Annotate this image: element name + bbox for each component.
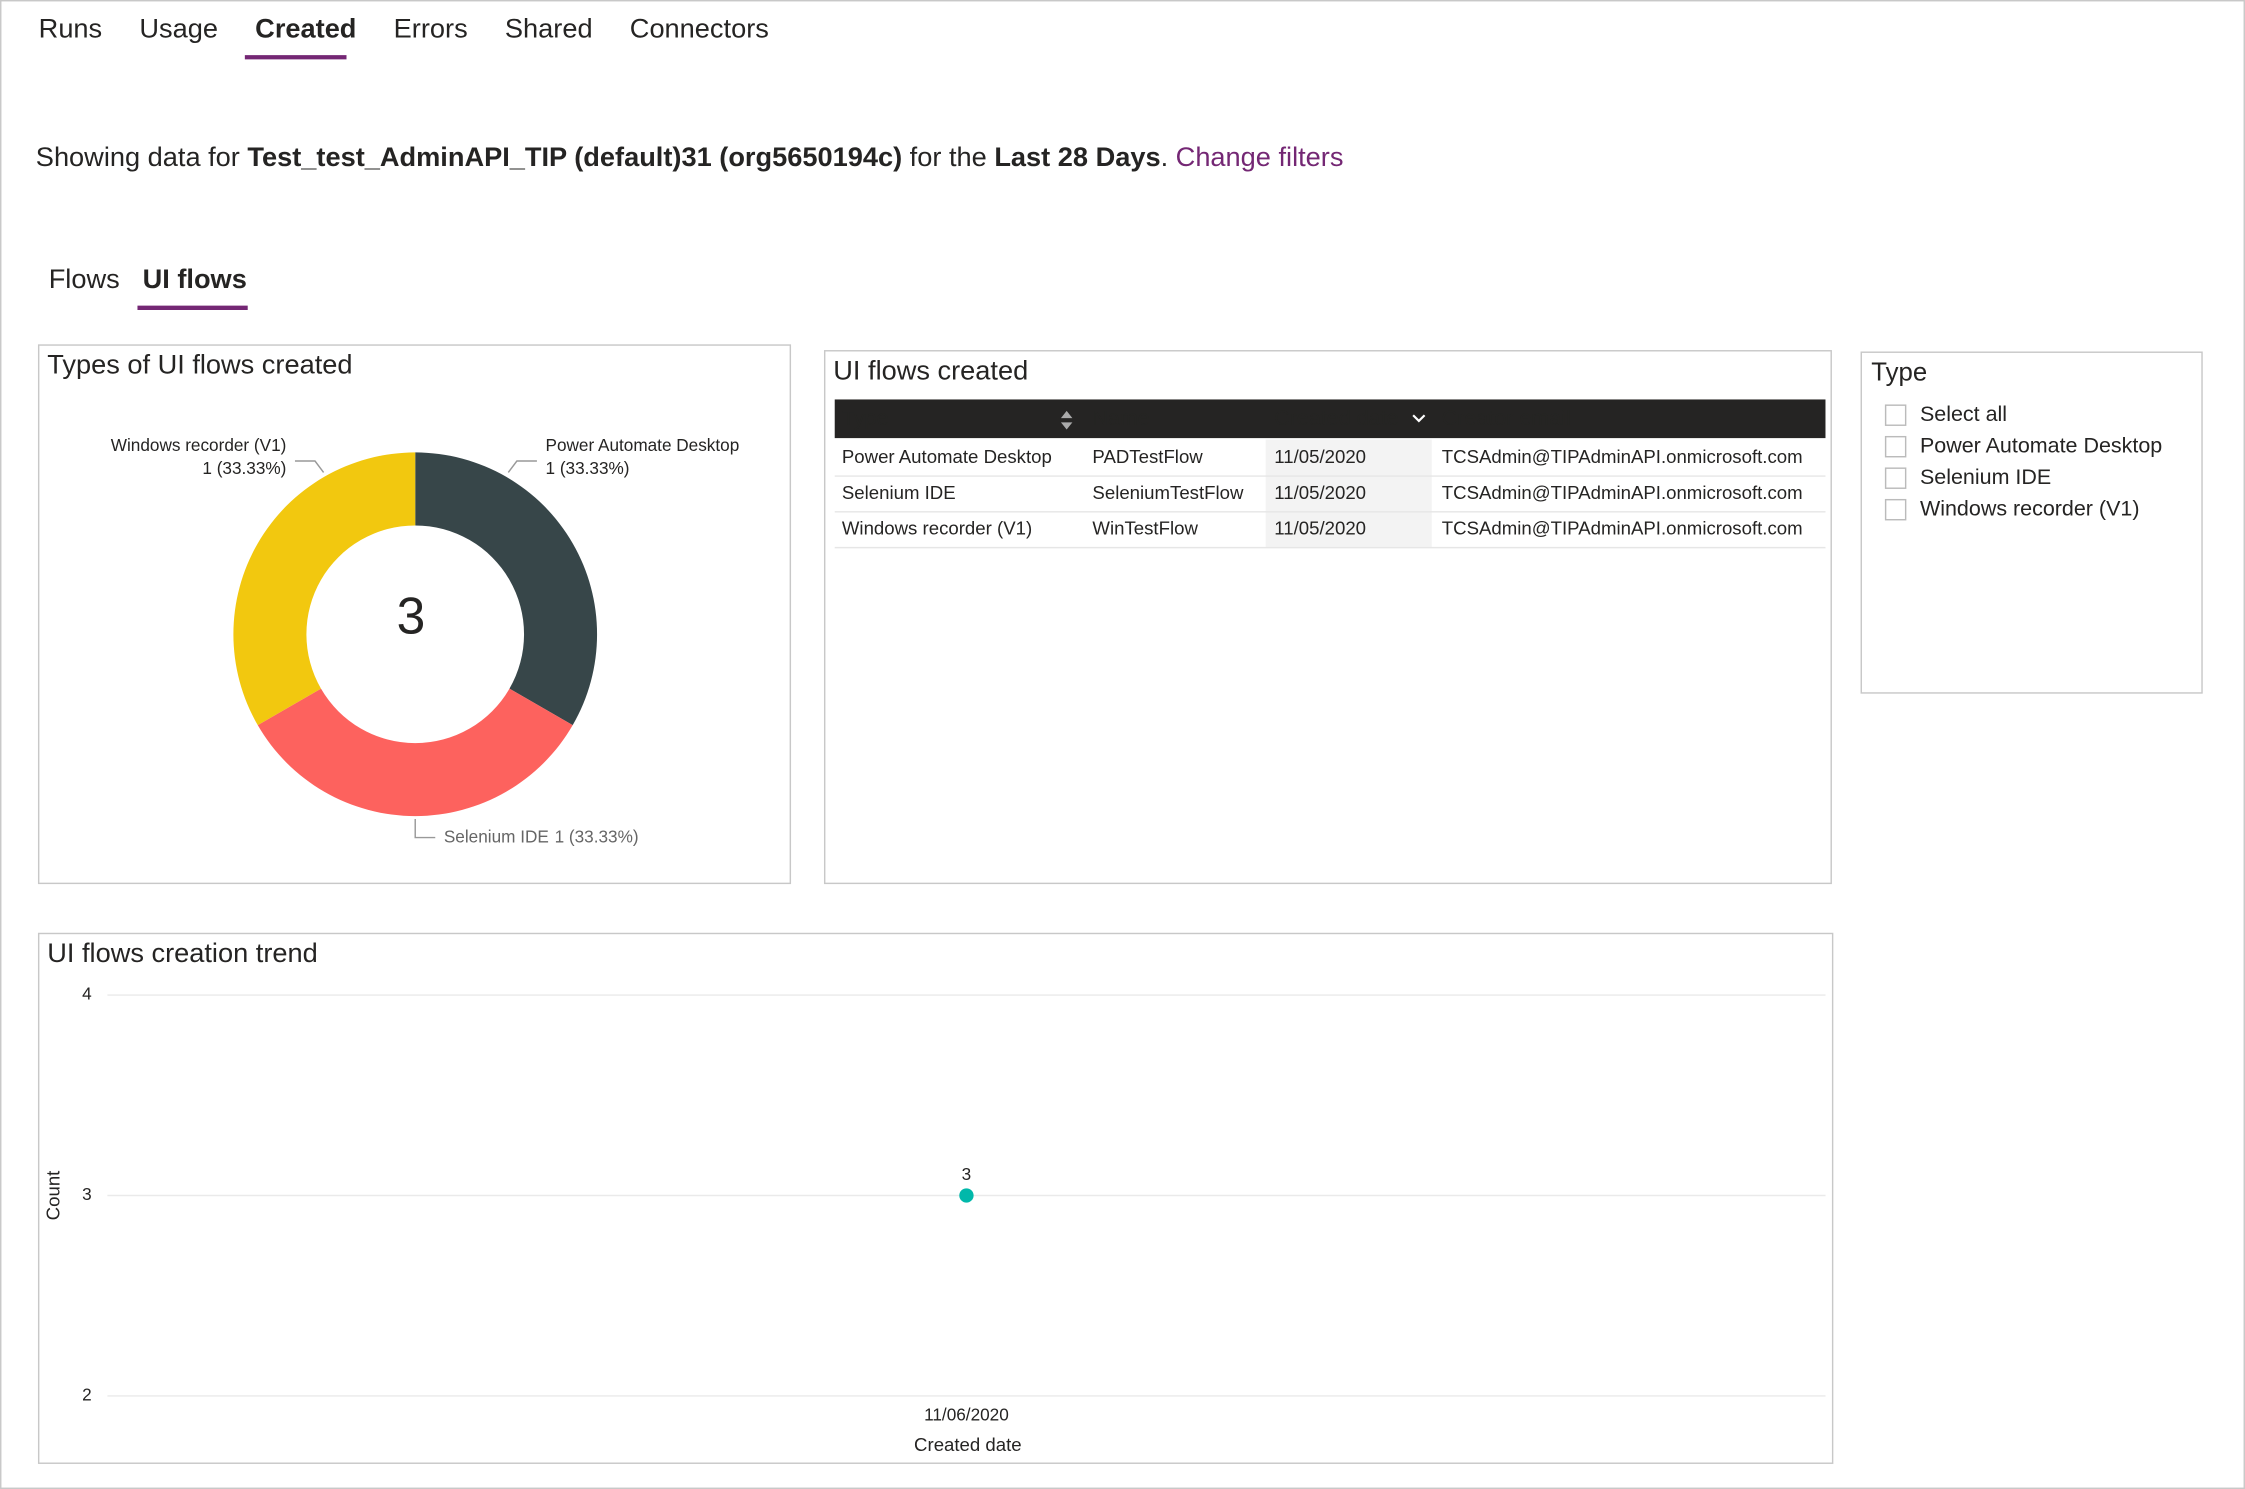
table-cell: Windows recorder (V1) (842, 518, 1032, 539)
table-header: Name (1092, 406, 1149, 430)
table-header-bar (834, 399, 1826, 439)
sort-desc-icon (1412, 414, 1426, 423)
table-header: Type (842, 406, 889, 430)
donut-title: Types of UI flows created (47, 349, 352, 380)
nav-tab[interactable]: Errors (394, 12, 468, 43)
filter-period: Last 28 Days (994, 141, 1160, 172)
donut-label-name: Power Automate Desktop (546, 435, 740, 455)
table-cell: 11/05/2020 (1274, 482, 1366, 503)
leader-line (294, 460, 325, 473)
y-tick-label: 3 (82, 1184, 92, 1204)
slicer-title: Type (1871, 358, 1927, 386)
donut-segment (257, 688, 573, 817)
table-cell: TCSAdmin@TIPAdminAPI.onmicrosoft.com (1442, 446, 1803, 467)
trend-title: UI flows creation trend (47, 937, 317, 968)
nav-tab[interactable]: Created (255, 12, 356, 43)
slicer-option[interactable]: Windows recorder (V1) (1920, 496, 2140, 520)
table-cell: TCSAdmin@TIPAdminAPI.onmicrosoft.com (1442, 482, 1803, 503)
checkbox[interactable] (1884, 467, 1907, 489)
donut-label: Selenium IDE 1 (33.33%) (444, 826, 639, 846)
checkbox[interactable] (1884, 435, 1907, 458)
table-cell: Selenium IDE (842, 482, 956, 503)
donut-total: 3 (397, 587, 426, 645)
table-cell: 11/05/2020 (1274, 446, 1366, 467)
donut-label-name: Selenium IDE (444, 826, 549, 846)
filter-sentence: Showing data for Test_test_AdminAPI_TIP … (36, 141, 1344, 172)
donut-label-value: 1 (33.33%) (555, 826, 639, 846)
table-cell: PADTestFlow (1092, 446, 1203, 467)
change-filters-link[interactable]: Change filters (1176, 141, 1344, 172)
table-header: Creator email (1442, 406, 1571, 430)
filter-suffix: . (1161, 141, 1176, 172)
nav-tab[interactable]: Usage (139, 12, 218, 43)
donut-segment (415, 452, 598, 726)
slicer-option[interactable]: Power Automate Desktop (1920, 433, 2162, 457)
donut-segment (233, 452, 416, 726)
nav-tab[interactable]: Connectors (630, 12, 769, 43)
sort-icon (1060, 410, 1073, 430)
table-cell: TCSAdmin@TIPAdminAPI.onmicrosoft.com (1442, 518, 1803, 539)
donut-label-value: 1 (33.33%) (202, 458, 286, 478)
y-tick-label: 2 (82, 1384, 92, 1404)
checkbox[interactable] (1884, 498, 1907, 521)
slicer-option[interactable]: Selenium IDE (1920, 465, 2051, 489)
leader-line (414, 818, 436, 839)
slicer-panel (1860, 351, 2203, 694)
sub-tab[interactable]: Flows (49, 263, 120, 294)
nav-tab[interactable]: Runs (39, 12, 102, 43)
sub-tab[interactable]: UI flows (143, 263, 247, 294)
y-tick-label: 4 (82, 984, 92, 1004)
table-header: Created date (1274, 406, 1398, 430)
slicer-option[interactable]: Select all (1920, 402, 2007, 426)
data-point (959, 1188, 974, 1203)
table-panel (823, 350, 1832, 885)
checkbox[interactable] (1884, 404, 1907, 426)
leader-line (507, 460, 537, 473)
trend-panel (37, 932, 1834, 1464)
filter-prefix: Showing data for (36, 141, 248, 172)
x-axis-title: Created date (914, 1434, 1022, 1455)
table-title: UI flows created (833, 354, 1028, 385)
filter-middle: for the (902, 141, 994, 172)
sorted-column-shade (1265, 439, 1432, 547)
table-cell: WinTestFlow (1092, 518, 1198, 539)
filter-environment: Test_test_AdminAPI_TIP (default)31 (org5… (247, 141, 902, 172)
donut-label-name: Windows recorder (V1) (111, 435, 287, 455)
data-label: 3 (962, 1164, 972, 1184)
table-cell: Power Automate Desktop (842, 446, 1052, 467)
donut-panel (37, 344, 792, 885)
table-cell: 11/05/2020 (1274, 518, 1366, 539)
table-cell: SeleniumTestFlow (1092, 482, 1244, 503)
donut-label-value: 1 (33.33%) (546, 458, 630, 478)
nav-tab[interactable]: Shared (505, 12, 593, 43)
x-tick-label: 11/06/2020 (924, 1405, 1009, 1425)
y-axis-title: Count (42, 1170, 63, 1220)
